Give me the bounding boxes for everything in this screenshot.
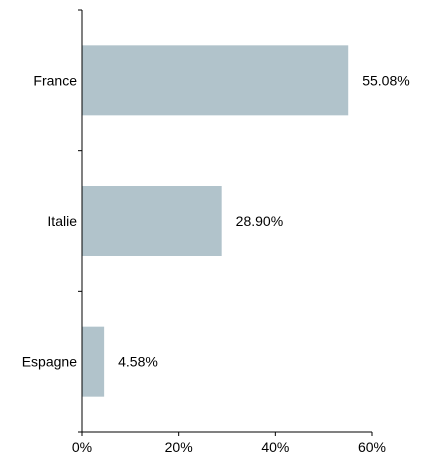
value-label-france: 55.08%	[362, 72, 409, 88]
x-tick-label: 40%	[261, 439, 289, 455]
labels-layer: France 55.08% Italie 28.90% Espagne 4.58% 0% 20…	[22, 72, 410, 455]
bar-italie	[82, 186, 222, 256]
category-label-france: France	[33, 72, 77, 88]
bar-france	[82, 45, 349, 116]
x-tick-label: 60%	[358, 439, 386, 455]
x-tick-label: 20%	[165, 439, 193, 455]
value-label-italie: 28.90%	[236, 213, 283, 229]
category-label-espagne: Espagne	[22, 354, 77, 370]
bar-espagne	[82, 326, 105, 397]
bars-layer	[82, 45, 349, 397]
axes-layer	[78, 9, 373, 436]
x-tick-label: 0%	[72, 439, 92, 455]
value-label-espagne: 4.58%	[118, 354, 158, 370]
category-label-italie: Italie	[47, 213, 77, 229]
